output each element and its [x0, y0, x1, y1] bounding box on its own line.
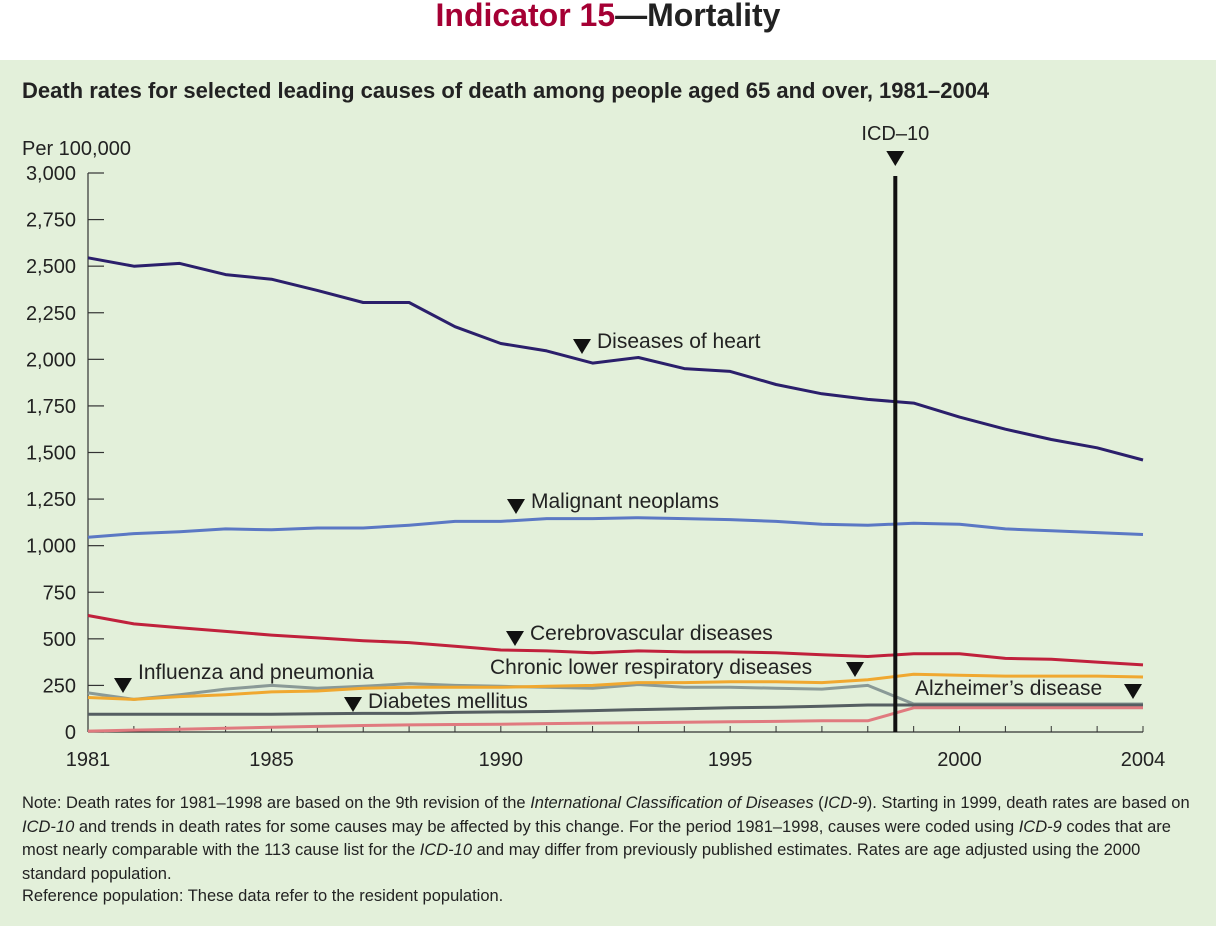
y-tick-label: 1,000 [26, 536, 76, 558]
x-tick-label: 2000 [937, 749, 982, 771]
note-text-4: ICD-9 [823, 794, 867, 812]
y-tick-label: 3,000 [26, 163, 76, 185]
series-line-malignant-neoplams [87, 516, 1144, 539]
y-tick-label: 500 [43, 629, 76, 651]
y-axis-label: Per 100,000 [22, 138, 131, 160]
series-label-marker-icon [114, 678, 132, 693]
reference-population-note: Reference population: These data refer t… [22, 887, 504, 905]
x-tick-label: 1981 [66, 749, 111, 771]
series-label-respiratory: Chronic lower respiratory diseases [490, 656, 812, 679]
series-label-marker-icon [506, 631, 524, 646]
note-text-10: ICD-10 [419, 841, 472, 859]
indicator-label: Indicator 15 [435, 0, 616, 33]
series-label-diabetes: Diabetes mellitus [368, 690, 528, 713]
note-text-2: International Classification of Diseases [530, 794, 814, 812]
series-label-heart: Diseases of heart [597, 330, 761, 353]
page-header: Indicator 15—Mortality [0, 0, 1216, 60]
y-tick-label: 2,750 [26, 210, 76, 232]
series-label-neoplasms: Malignant neoplams [531, 490, 719, 513]
series-line-diabetes-mellitus [88, 703, 1143, 716]
note-text-6: ICD-10 [22, 817, 75, 836]
note-text-11: and may differ from previously published… [22, 841, 1141, 883]
series-line-alzheimer-s-disease [87, 706, 1143, 733]
note-text-8: ICD-9 [1018, 817, 1062, 836]
x-tick-label: 2004 [1121, 749, 1166, 771]
note-text-9: codes that are most nearly comparable wi… [22, 817, 1171, 860]
y-tick-label: 2,500 [26, 256, 76, 278]
chart-panel [0, 60, 1216, 926]
series-label-influenza: Influenza and pneumonia [138, 661, 374, 684]
series-line-diseases-of-heart [87, 256, 1144, 462]
y-tick-label: 2,250 [26, 303, 76, 325]
y-tick-label: 1,250 [26, 489, 76, 511]
x-tick-label: 1985 [249, 749, 294, 771]
series-label-alzheimers: Alzheimer’s disease [915, 677, 1102, 700]
series-line-influenza-and-pneumonia [87, 672, 1144, 701]
x-tick-label: 1990 [479, 749, 524, 771]
y-tick-label: 750 [43, 582, 76, 604]
series-label-marker-icon [1124, 684, 1142, 699]
icd10-marker-icon [886, 151, 905, 166]
y-tick-label: 1,750 [26, 396, 76, 418]
series-label-marker-icon [344, 697, 362, 712]
icd10-label: ICD–10 [861, 123, 929, 145]
note-text-5: ). Starting in 1999, death rates are bas… [866, 794, 1190, 812]
note-text-1: Note: Death rates for 1981–1998 are base… [22, 794, 531, 812]
y-tick-label: 2,000 [26, 349, 76, 371]
y-tick-label: 250 [43, 675, 76, 697]
indicator-topic: —Mortality [615, 0, 781, 33]
series-label-marker-icon [846, 662, 864, 677]
note-text-7: and trends in death rates for some cause… [74, 817, 1019, 836]
note-text-3: ( [813, 794, 824, 812]
series-label-marker-icon [507, 499, 525, 514]
series-line-cerebrovascular-diseases [87, 614, 1144, 667]
x-tick-label: 1995 [708, 749, 753, 771]
series-label-marker-icon [573, 339, 591, 354]
chart-note: Note: Death rates for 1981–1998 are base… [22, 792, 1192, 886]
series-label-cerebro: Cerebrovascular diseases [530, 622, 773, 645]
y-tick-label: 1,500 [26, 443, 76, 465]
chart-title: Death rates for selected leading causes … [22, 78, 990, 103]
y-tick-label: 0 [65, 722, 76, 744]
